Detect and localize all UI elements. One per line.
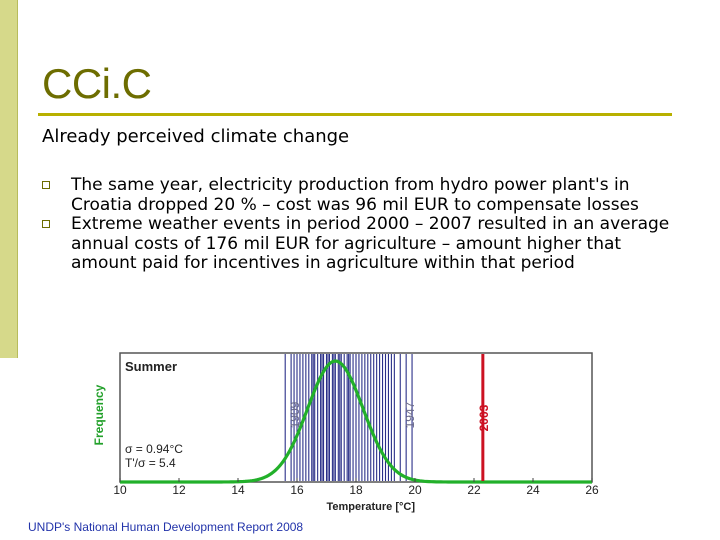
x-tick-label: 26 (585, 483, 599, 497)
x-tick-label: 20 (408, 483, 422, 497)
x-tick-label: 14 (231, 483, 245, 497)
bullet-square-icon (42, 220, 50, 228)
bullet-item: Extreme weather events in period 2000 – … (42, 214, 672, 274)
x-tick-label: 24 (526, 483, 540, 497)
slide-accent-bar (0, 0, 17, 358)
x-axis-label: Temperature [°C] (326, 501, 415, 513)
bullet-list: The same year, electricity production fr… (42, 175, 672, 274)
x-tick-label: 18 (349, 483, 363, 497)
annotation-label-2003: 2003 (477, 404, 491, 431)
slide-accent-bar-edge (17, 0, 18, 358)
chart-stat-label: σ = 0.94°C (125, 442, 183, 456)
title-divider (38, 113, 672, 116)
annotation-label-1909: 1909 (288, 401, 302, 428)
distribution-curve (120, 359, 592, 484)
bullet-item: The same year, electricity production fr… (42, 175, 672, 215)
x-tick-label: 10 (113, 483, 127, 497)
temperature-chart: 1909 1947 2003 Summer σ = 0.94°C T'/σ = 5.4 Fr… (90, 350, 600, 518)
x-tick-label: 16 (290, 483, 304, 497)
chart-title: Summer (125, 359, 177, 374)
y-axis-label: Frequency (92, 384, 106, 445)
bullet-square-icon (42, 181, 50, 189)
bullet-text: The same year, electricity production fr… (71, 175, 639, 215)
x-tick-label: 22 (467, 483, 481, 497)
annotation-label-1947: 1947 (403, 401, 417, 428)
chart-stat-label: T'/σ = 5.4 (125, 456, 176, 470)
slide-subtitle: Already perceived climate change (42, 126, 350, 147)
slide-title: CCi.C (42, 60, 152, 107)
chart-svg: 1909 1947 2003 Summer σ = 0.94°CT'/σ = 5.4 Fr… (92, 352, 599, 513)
bullet-text: Extreme weather events in period 2000 – … (71, 214, 670, 273)
source-caption: UNDP's National Human Development Report… (28, 520, 304, 534)
x-tick-label: 12 (172, 483, 186, 497)
